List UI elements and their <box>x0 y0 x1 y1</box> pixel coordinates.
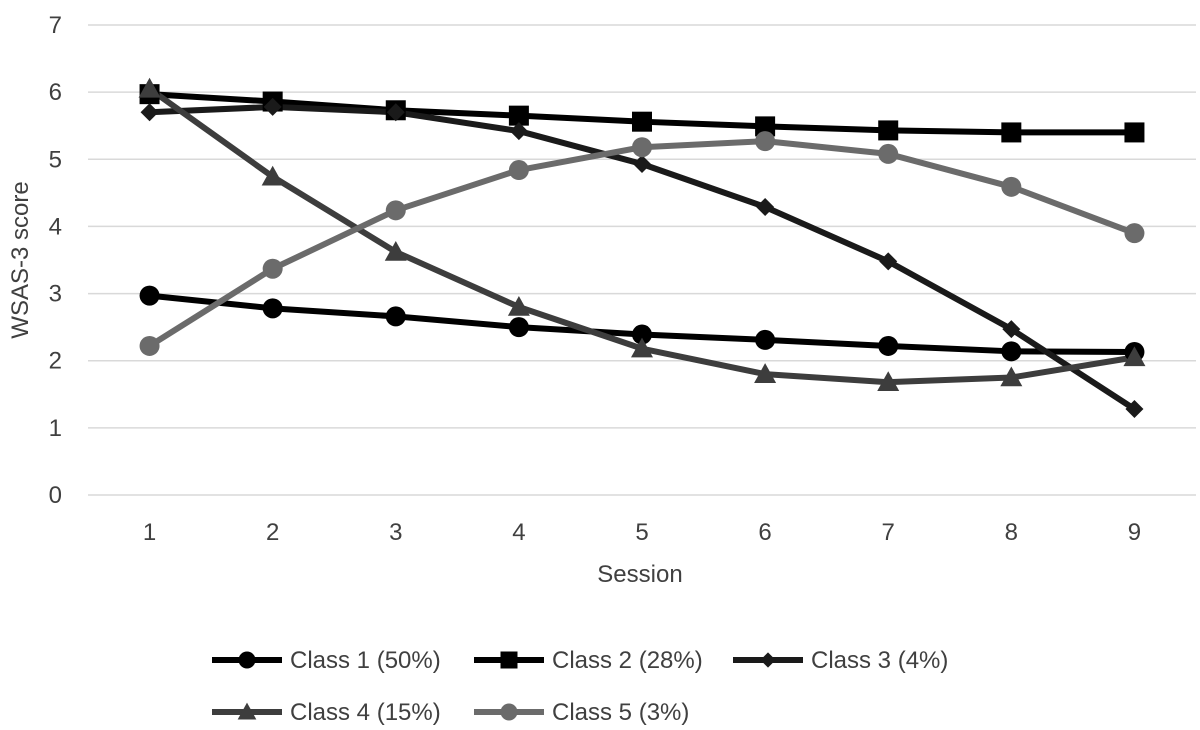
data-point-class-1 <box>1001 341 1022 362</box>
legend-item-class-4: Class 4 (15%) <box>212 699 441 726</box>
data-point-class-3 <box>633 154 651 173</box>
data-point-class-3 <box>756 197 775 216</box>
y-tick-label: 1 <box>49 415 62 442</box>
x-tick-label: 4 <box>512 519 525 546</box>
data-point-class-4 <box>754 363 777 383</box>
data-point-class-5 <box>1001 176 1022 197</box>
data-point-class-1 <box>755 329 776 350</box>
data-point-class-4 <box>384 240 407 261</box>
legend-label: Class 5 (3%) <box>552 699 689 726</box>
data-point-class-2 <box>632 111 652 132</box>
data-point-class-5 <box>508 160 529 181</box>
x-tick-label: 6 <box>758 519 771 546</box>
legend-label: Class 1 (50%) <box>290 647 441 674</box>
data-point-class-4 <box>631 337 653 358</box>
data-point-class-3 <box>879 252 898 271</box>
data-point-class-2 <box>1124 122 1145 143</box>
data-point-class-1 <box>632 324 652 345</box>
legend: Class 1 (50%) Class 2 (28%) Class 3 (4%) Cl… <box>212 647 948 726</box>
data-point-class-3 <box>1002 320 1021 339</box>
data-point-class-1 <box>508 317 529 338</box>
x-tick-label: 8 <box>1005 519 1018 546</box>
data-point-class-5 <box>1124 223 1145 244</box>
y-tick-label: 6 <box>49 79 62 106</box>
data-point-class-2 <box>755 116 776 137</box>
x-axis-title: Session <box>597 561 682 588</box>
data-point-class-3 <box>1125 400 1144 419</box>
legend-marker <box>238 651 256 669</box>
gridlines <box>88 24 1196 496</box>
y-tick-label: 5 <box>49 146 62 173</box>
x-tick-label: 1 <box>143 519 156 546</box>
y-tick-label: 4 <box>49 213 62 240</box>
data-point-class-5 <box>385 200 406 221</box>
data-point-class-5 <box>878 143 899 164</box>
x-axis-ticks: 1 2 3 4 5 6 7 8 9 <box>143 519 1141 546</box>
data-point-class-3 <box>140 103 159 122</box>
x-tick-label: 7 <box>882 519 895 546</box>
x-tick-label: 9 <box>1128 519 1141 546</box>
data-point-class-4 <box>138 77 161 98</box>
data-point-class-5 <box>632 137 652 158</box>
data-point-class-4 <box>877 371 900 391</box>
y-tick-label: 7 <box>49 12 62 39</box>
legend-item-class-2: Class 2 (28%) <box>474 647 703 674</box>
data-point-class-4 <box>261 165 284 186</box>
data-point-class-2 <box>878 120 899 141</box>
x-tick-label: 5 <box>635 519 648 546</box>
series-markers <box>138 77 1146 419</box>
legend-marker <box>760 652 776 668</box>
y-tick-label: 0 <box>49 482 62 509</box>
data-point-class-4 <box>507 296 530 316</box>
legend-label: Class 2 (28%) <box>552 647 703 674</box>
legend-label: Class 4 (15%) <box>290 699 441 726</box>
data-point-class-2 <box>508 105 529 126</box>
data-point-class-1 <box>139 285 160 306</box>
data-point-class-1 <box>262 298 283 319</box>
legend-marker <box>500 651 518 669</box>
data-point-class-4 <box>1000 366 1023 387</box>
legend-item-class-1: Class 1 (50%) <box>212 647 441 674</box>
legend-label: Class 3 (4%) <box>811 647 948 674</box>
data-point-class-5 <box>139 335 160 356</box>
legend-item-class-3: Class 3 (4%) <box>733 647 948 674</box>
data-point-class-3 <box>509 122 528 141</box>
data-point-class-2 <box>1001 122 1022 143</box>
y-tick-label: 2 <box>49 348 62 375</box>
legend-marker <box>500 703 518 721</box>
data-point-class-4 <box>1123 346 1146 367</box>
legend-item-class-5: Class 5 (3%) <box>474 699 689 726</box>
data-point-class-5 <box>262 258 283 279</box>
data-point-class-3 <box>263 97 282 116</box>
data-point-class-1 <box>878 335 899 356</box>
y-tick-label: 3 <box>49 281 62 308</box>
data-point-class-3 <box>386 103 405 122</box>
legend-marker <box>237 702 257 720</box>
x-tick-label: 2 <box>266 519 279 546</box>
y-axis-ticks: 0 1 2 3 4 5 6 7 <box>49 12 62 509</box>
data-point-class-5 <box>755 131 776 152</box>
y-axis-title: WSAS-3 score <box>7 181 34 338</box>
data-point-class-1 <box>385 306 406 327</box>
x-tick-label: 3 <box>389 519 402 546</box>
